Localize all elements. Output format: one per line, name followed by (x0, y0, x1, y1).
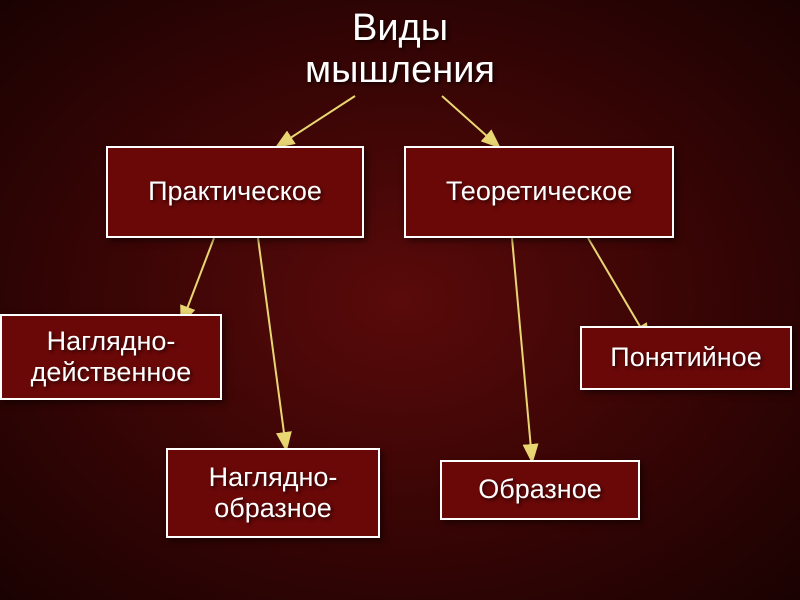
node-practical: Практическое (106, 146, 364, 238)
node-nagl_obraz: Наглядно-образное (166, 448, 380, 538)
edge (588, 238, 648, 340)
edge (258, 238, 286, 448)
edge (512, 238, 532, 460)
edge (442, 96, 498, 146)
edge (182, 238, 214, 322)
node-theoretical: Теоретическое (404, 146, 674, 238)
diagram-title: Видымышления (0, 8, 800, 92)
node-ponyat: Понятийное (580, 326, 792, 390)
edge (278, 96, 355, 146)
node-obraz: Образное (440, 460, 640, 520)
node-nagl_deist: Наглядно-действенное (0, 314, 222, 400)
